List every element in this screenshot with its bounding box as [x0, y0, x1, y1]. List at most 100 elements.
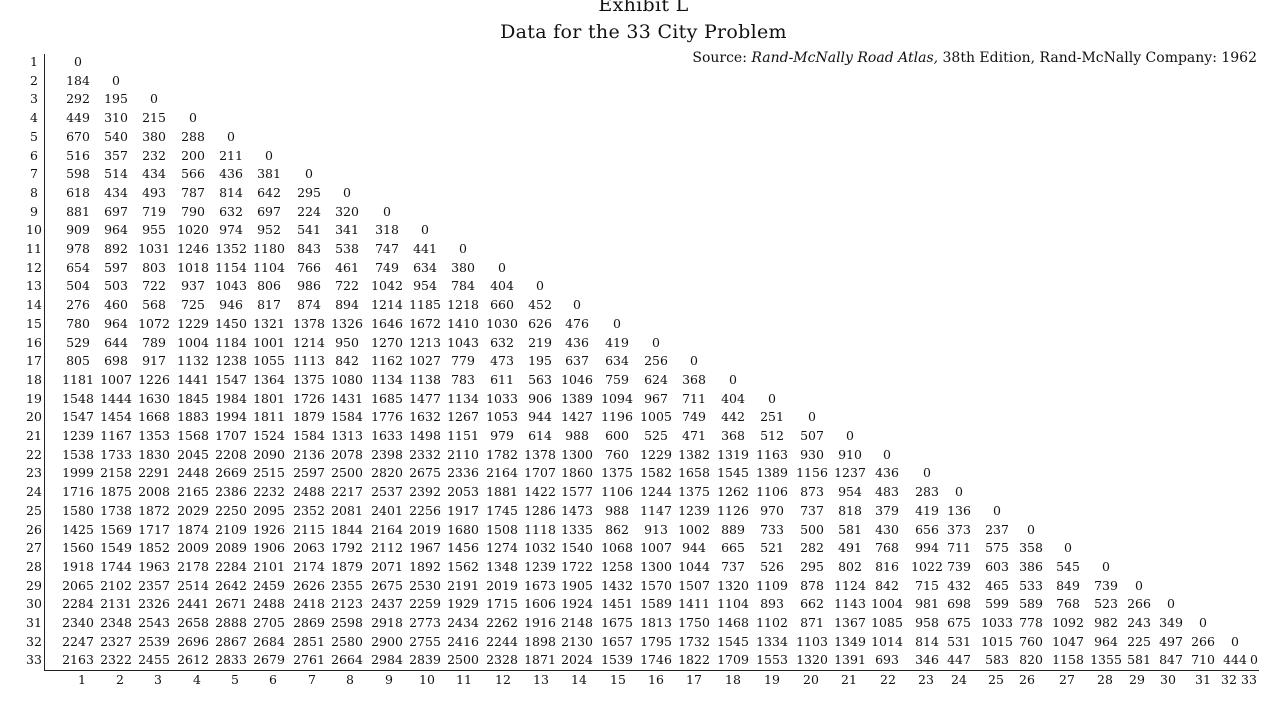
distance-cell: 566 — [181, 166, 205, 182]
distance-cell: 739 — [1094, 577, 1118, 593]
distance-cell: 787 — [181, 184, 205, 200]
distance-cell: 889 — [721, 521, 745, 537]
distance-cell: 0 — [498, 259, 506, 275]
distance-cell: 1570 — [640, 577, 672, 593]
column-label: 27 — [1059, 672, 1075, 687]
distance-cell: 1300 — [640, 558, 672, 574]
distance-cell: 626 — [528, 315, 552, 331]
distance-cell: 1822 — [678, 652, 710, 668]
distance-cell: 1926 — [253, 521, 285, 537]
distance-cell: 816 — [875, 558, 899, 574]
distance-cell: 1113 — [293, 353, 325, 369]
distance-cell: 434 — [142, 166, 166, 182]
distance-cell: 698 — [104, 353, 128, 369]
distance-cell: 733 — [760, 521, 784, 537]
distance-cell: 386 — [1019, 558, 1043, 574]
distance-cell: 2348 — [100, 615, 132, 630]
distance-cell: 1124 — [834, 577, 866, 593]
distance-cell: 2008 — [138, 484, 170, 500]
distance-cell: 1744 — [100, 558, 132, 574]
distance-cell: 1027 — [409, 353, 441, 369]
distance-cell: 493 — [142, 184, 166, 200]
distance-cell: 0 — [573, 297, 581, 313]
distance-cell: 790 — [181, 203, 205, 219]
distance-cell: 789 — [142, 334, 166, 350]
distance-cell: 1830 — [138, 446, 170, 462]
distance-cell: 1410 — [447, 315, 479, 331]
column-label: 12 — [495, 672, 511, 687]
distance-cell: 1389 — [756, 465, 788, 481]
exhibit-title: Exhibit L — [598, 0, 689, 16]
distance-cell: 0 — [1250, 652, 1258, 668]
distance-cell: 266 — [1127, 596, 1151, 612]
distance-cell: 531 — [947, 633, 971, 649]
row-label: 13 — [26, 278, 42, 294]
distance-cell: 778 — [1019, 615, 1043, 630]
distance-cell: 538 — [335, 241, 359, 256]
distance-cell: 461 — [335, 259, 359, 275]
distance-cell: 842 — [875, 577, 899, 593]
distance-cell: 2598 — [331, 615, 363, 630]
distance-cell: 719 — [142, 203, 166, 219]
distance-cell: 2291 — [138, 465, 170, 481]
distance-cell: 1030 — [486, 315, 518, 331]
distance-cell: 862 — [605, 521, 629, 537]
column-label: 18 — [725, 672, 741, 687]
distance-cell: 1746 — [640, 652, 672, 668]
distance-cell: 1898 — [524, 633, 556, 649]
distance-cell: 1658 — [678, 465, 710, 481]
distance-cell: 379 — [875, 502, 899, 518]
distance-cell: 541 — [297, 222, 321, 238]
distance-cell: 1143 — [834, 596, 866, 612]
distance-cell: 2514 — [177, 577, 209, 593]
distance-cell: 660 — [490, 297, 514, 313]
distance-cell: 981 — [915, 596, 939, 612]
distance-cell: 1258 — [601, 558, 633, 574]
distance-cell: 780 — [66, 315, 90, 331]
column-label: 8 — [346, 672, 354, 687]
distance-cell: 2851 — [293, 633, 325, 649]
distance-cell: 2115 — [293, 521, 325, 537]
column-label: 26 — [1019, 672, 1035, 687]
distance-cell: 320 — [335, 203, 359, 219]
distance-cell: 1004 — [177, 334, 209, 350]
distance-cell: 760 — [605, 446, 629, 462]
distance-cell: 0 — [265, 147, 273, 163]
distance-cell: 1018 — [177, 259, 209, 275]
distance-cell: 1646 — [371, 315, 403, 331]
distance-cell: 986 — [297, 278, 321, 294]
row-label: 18 — [26, 371, 42, 387]
distance-cell: 0 — [768, 390, 776, 406]
distance-cell: 779 — [451, 353, 475, 369]
distance-cell: 1707 — [215, 428, 247, 443]
distance-cell: 0 — [343, 184, 351, 200]
distance-cell: 1313 — [331, 428, 363, 443]
distance-cell: 1508 — [486, 521, 518, 537]
distance-cell: 1685 — [371, 390, 403, 406]
distance-cell: 1118 — [524, 521, 556, 537]
distance-cell: 1031 — [138, 241, 170, 256]
distance-cell: 2256 — [409, 502, 441, 518]
distance-cell: 893 — [760, 596, 784, 612]
row-label: 8 — [30, 184, 38, 200]
distance-cell: 1906 — [253, 540, 285, 556]
distance-cell: 783 — [451, 371, 475, 387]
distance-cell: 2671 — [215, 596, 247, 612]
distance-cell: 2019 — [486, 577, 518, 593]
distance-cell: 1589 — [640, 596, 672, 612]
row-label: 21 — [26, 428, 42, 443]
row-label: 29 — [26, 577, 42, 593]
distance-cell: 913 — [644, 521, 668, 537]
distance-cell: 1813 — [640, 615, 672, 630]
distance-cell: 215 — [142, 110, 166, 126]
column-label: 20 — [803, 672, 819, 687]
distance-cell: 0 — [923, 465, 931, 481]
distance-cell: 2398 — [371, 446, 403, 462]
distance-cell: 1745 — [486, 502, 518, 518]
distance-cell: 1444 — [100, 390, 132, 406]
distance-cell: 2357 — [138, 577, 170, 593]
distance-cell: 2081 — [331, 502, 363, 518]
distance-cell: 2045 — [177, 446, 209, 462]
distance-cell: 1844 — [331, 521, 363, 537]
distance-cell: 1238 — [215, 353, 247, 369]
